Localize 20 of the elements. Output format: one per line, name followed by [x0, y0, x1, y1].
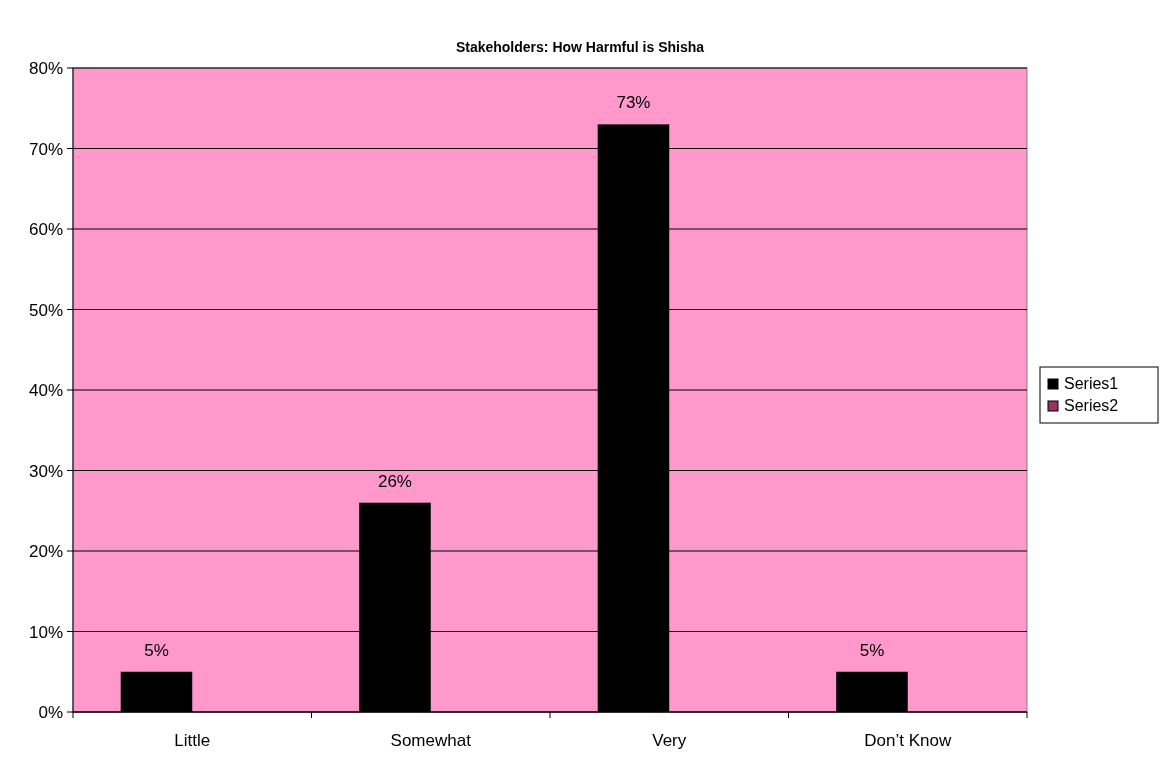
x-tick-label: Somewhat	[390, 731, 472, 750]
y-tick-label: 0%	[38, 703, 63, 722]
y-tick-label: 10%	[28, 622, 63, 642]
data-label: 5%	[859, 640, 885, 660]
chart-title: Stakeholders: How Harmful is Shisha	[455, 39, 705, 55]
legend-label: Series1	[1064, 375, 1119, 392]
data-label: 73%	[616, 93, 651, 113]
y-tick-label: 70%	[28, 139, 63, 159]
y-tick-label: 50%	[28, 300, 63, 320]
data-label: 26%	[377, 471, 412, 491]
data-label: 5%	[144, 640, 169, 660]
y-tick-label: 30%	[28, 461, 63, 481]
x-tick-label: Very	[652, 731, 687, 750]
legend-label: Series2	[1064, 397, 1119, 414]
x-tick-label: Don’t Know	[864, 731, 952, 750]
y-tick-label: 80%	[28, 59, 63, 78]
y-tick-label: 60%	[28, 220, 63, 239]
y-tick-label: 20%	[28, 542, 63, 561]
y-tick-label: 40%	[28, 381, 63, 400]
x-tick-label: Little	[174, 731, 211, 750]
